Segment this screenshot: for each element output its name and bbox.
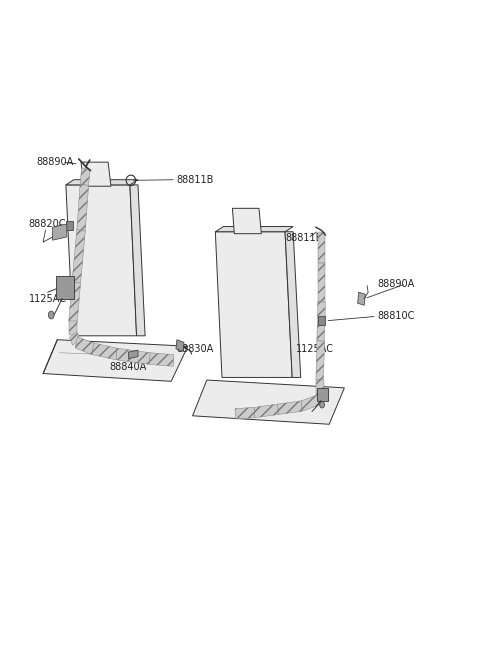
Polygon shape bbox=[69, 282, 81, 322]
Polygon shape bbox=[216, 232, 292, 377]
Text: 88811B: 88811B bbox=[285, 234, 323, 243]
Polygon shape bbox=[43, 340, 188, 381]
Circle shape bbox=[48, 311, 54, 319]
Polygon shape bbox=[66, 220, 73, 230]
Text: 88890A: 88890A bbox=[378, 279, 415, 289]
Polygon shape bbox=[130, 185, 145, 336]
Polygon shape bbox=[254, 404, 278, 418]
Text: 88830A: 88830A bbox=[176, 344, 213, 354]
Polygon shape bbox=[317, 388, 328, 401]
Text: 88810C: 88810C bbox=[378, 312, 415, 321]
Polygon shape bbox=[285, 232, 301, 377]
Polygon shape bbox=[316, 341, 324, 380]
Polygon shape bbox=[317, 302, 325, 341]
Polygon shape bbox=[69, 321, 77, 335]
Polygon shape bbox=[81, 162, 111, 186]
Circle shape bbox=[320, 401, 324, 408]
Text: 88840A: 88840A bbox=[109, 362, 147, 372]
Polygon shape bbox=[77, 184, 89, 231]
Polygon shape bbox=[235, 407, 254, 419]
Polygon shape bbox=[192, 380, 344, 424]
Polygon shape bbox=[318, 316, 325, 325]
Polygon shape bbox=[216, 226, 293, 232]
Polygon shape bbox=[116, 348, 150, 364]
Polygon shape bbox=[150, 353, 174, 366]
Text: 1125AC: 1125AC bbox=[296, 344, 334, 354]
Polygon shape bbox=[72, 230, 85, 283]
Polygon shape bbox=[69, 331, 80, 345]
Text: 1125AC: 1125AC bbox=[29, 294, 67, 304]
Polygon shape bbox=[92, 343, 117, 359]
Polygon shape bbox=[358, 292, 365, 305]
Polygon shape bbox=[66, 185, 137, 336]
Text: 88820C: 88820C bbox=[29, 219, 66, 229]
Polygon shape bbox=[318, 232, 325, 263]
Polygon shape bbox=[232, 209, 261, 234]
Polygon shape bbox=[66, 180, 138, 185]
Text: 88890A: 88890A bbox=[36, 157, 73, 167]
Text: 88811B: 88811B bbox=[176, 174, 213, 185]
Polygon shape bbox=[318, 263, 325, 302]
Polygon shape bbox=[316, 380, 324, 400]
Polygon shape bbox=[129, 350, 138, 359]
Polygon shape bbox=[56, 276, 74, 298]
Polygon shape bbox=[75, 337, 94, 354]
Polygon shape bbox=[176, 340, 184, 352]
Polygon shape bbox=[277, 401, 302, 415]
Polygon shape bbox=[53, 224, 67, 240]
Polygon shape bbox=[300, 394, 321, 411]
Polygon shape bbox=[80, 168, 90, 186]
